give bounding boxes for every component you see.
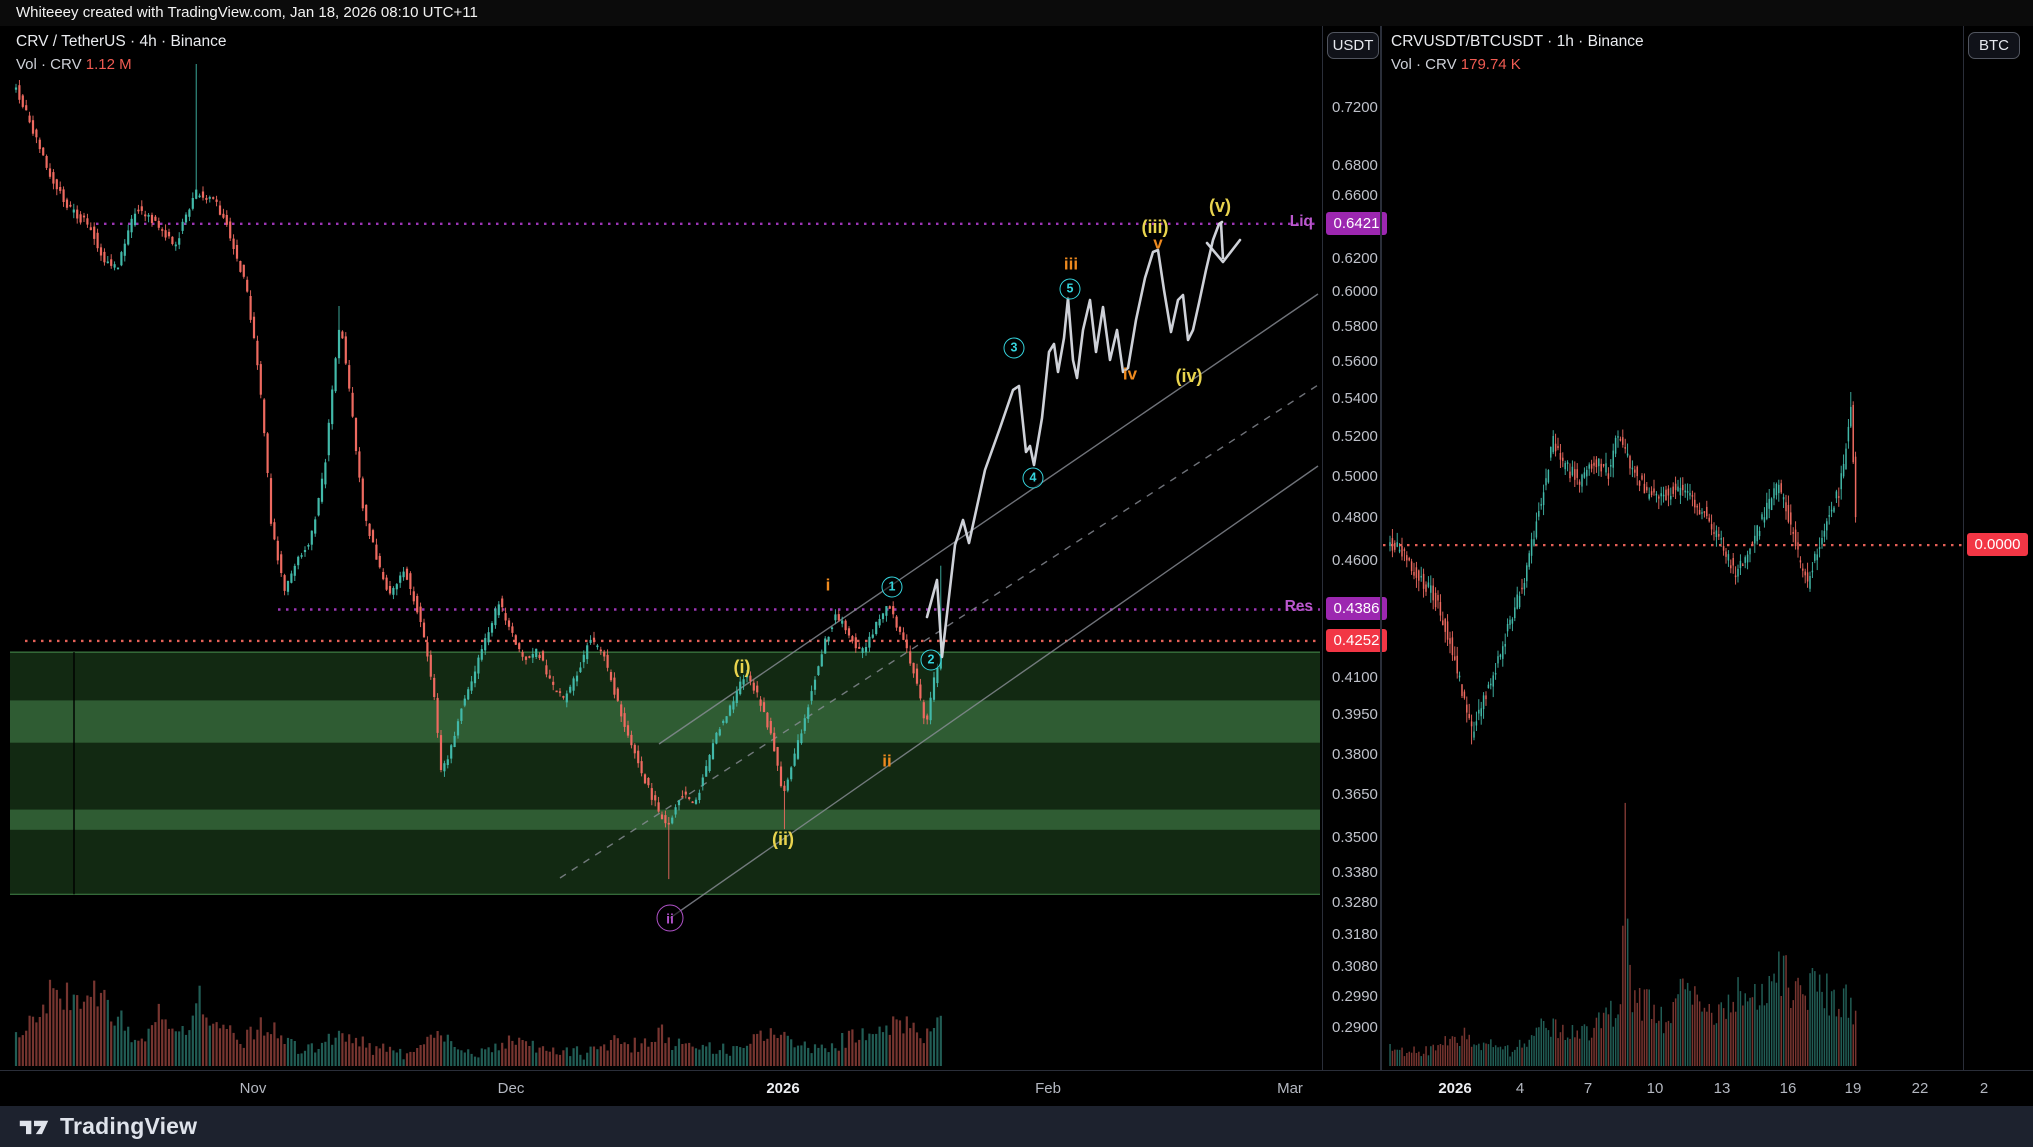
time-label-22: 22 (1911, 1080, 1929, 1097)
price-tick-0.3080: 0.3080 (1332, 958, 1378, 976)
time-label-2026: 2026 (766, 1080, 800, 1097)
price-tick-0.3500: 0.3500 (1332, 828, 1378, 846)
price-tick-0.2990: 0.2990 (1332, 988, 1378, 1006)
price-tick-0.3280: 0.3280 (1332, 894, 1378, 912)
price-tick-0.4800: 0.4800 (1332, 509, 1378, 527)
right-volume-row: Vol · CRV 179.74 K (1391, 56, 1644, 73)
price-tick-0.3800: 0.3800 (1332, 745, 1378, 763)
time-label-2: 2 (1979, 1080, 1989, 1097)
right-symbol-title[interactable]: CRVUSDT/BTCUSDT · 1h · Binance (1391, 33, 1644, 50)
price-tick-0.2900: 0.2900 (1332, 1019, 1378, 1037)
price-tick-0.4600: 0.4600 (1332, 552, 1378, 570)
right-volume-label: Vol · CRV (1391, 56, 1457, 73)
snapshot-attribution-bar: Whiteeey created with TradingView.com, J… (0, 0, 2033, 26)
price-tick-0.6600: 0.6600 (1332, 187, 1378, 205)
attribution-text: Whiteeey created with TradingView.com, J… (16, 4, 478, 21)
tradingview-logo-icon[interactable] (18, 1114, 50, 1140)
price-tick-0.5400: 0.5400 (1332, 390, 1378, 408)
left-volume-label: Vol · CRV (16, 56, 82, 73)
time-label-Dec: Dec (497, 1080, 525, 1097)
price-tick-0.5000: 0.5000 (1332, 467, 1378, 485)
price-tick-0.6800: 0.6800 (1332, 156, 1378, 174)
price-tag-0.0000: 0.0000 (1967, 533, 2028, 557)
left-chart-legend: CRV / TetherUS · 4h · Binance Vol · CRV … (16, 33, 227, 73)
right-price-axis[interactable]: BTC 0.0000 (1963, 26, 2033, 1070)
left-symbol-title[interactable]: CRV / TetherUS · 4h · Binance (16, 33, 227, 50)
price-tag-0.6421: 0.6421 (1326, 211, 1387, 235)
time-label-19: 19 (1844, 1080, 1862, 1097)
price-tick-0.6200: 0.6200 (1332, 250, 1378, 268)
price-tick-0.5800: 0.5800 (1332, 317, 1378, 335)
time-axis[interactable]: Nov Dec 2026 Feb Mar 2026 4 7 10 13 16 19 22 2 (0, 1070, 2033, 1106)
price-tag-0.4386: 0.4386 (1326, 597, 1387, 621)
price-tick-0.3950: 0.3950 (1332, 706, 1378, 724)
left-volume-row: Vol · CRV 1.12 M (16, 56, 227, 73)
price-tick-0.3650: 0.3650 (1332, 786, 1378, 804)
time-label-2026: 2026 (1438, 1080, 1472, 1097)
price-tick-0.5600: 0.5600 (1332, 353, 1378, 371)
tradingview-footer: TradingView (0, 1106, 2033, 1147)
left-chart-canvas[interactable] (0, 26, 1320, 1070)
right-chart-canvas[interactable] (1383, 26, 1963, 1070)
right-chart-legend: CRVUSDT/BTCUSDT · 1h · Binance Vol · CRV… (1391, 33, 1644, 73)
price-tick-0.6000: 0.6000 (1332, 283, 1378, 301)
price-tick-0.3380: 0.3380 (1332, 864, 1378, 882)
time-label-Mar: Mar (1277, 1080, 1303, 1097)
time-label-13: 13 (1713, 1080, 1731, 1097)
time-label-Feb: Feb (1035, 1080, 1061, 1097)
time-label-10: 10 (1646, 1080, 1664, 1097)
price-tick-0.3180: 0.3180 (1332, 925, 1378, 943)
btc-axis-button[interactable]: BTC (1968, 32, 2020, 59)
tradingview-brand[interactable]: TradingView (60, 1113, 198, 1139)
right-volume-value: 179.74 K (1460, 56, 1521, 73)
price-tick-0.4100: 0.4100 (1332, 668, 1378, 686)
price-tick-0.5200: 0.5200 (1332, 428, 1378, 446)
usdt-axis-button[interactable]: USDT (1327, 32, 1379, 59)
time-label-7: 7 (1583, 1080, 1593, 1097)
left-price-axis[interactable]: USDT 0.7200 0.6800 0.6600 0.6200 0.6000 0.580… (1322, 26, 1387, 1070)
price-tick-0.7200: 0.7200 (1332, 98, 1378, 116)
left-volume-value: 1.12 M (85, 56, 132, 73)
time-label-16: 16 (1779, 1080, 1797, 1097)
time-label-Nov: Nov (239, 1080, 267, 1097)
pane-divider[interactable] (1380, 26, 1382, 1106)
time-label-4: 4 (1515, 1080, 1525, 1097)
price-tag-0.4252: 0.4252 (1326, 628, 1387, 652)
